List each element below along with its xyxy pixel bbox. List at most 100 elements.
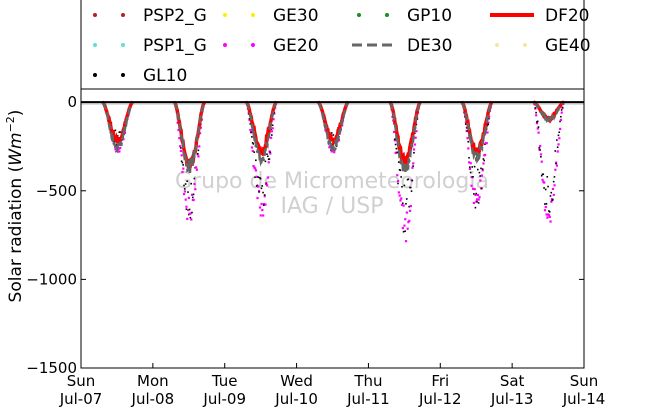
legend-swatch xyxy=(93,43,97,47)
point-ge20 xyxy=(468,161,471,164)
point-gl10 xyxy=(558,131,561,134)
x-tick-label-date: Jul-14 xyxy=(562,390,606,408)
point-gl10 xyxy=(553,176,556,178)
point-gl10 xyxy=(556,146,559,149)
point-ge20 xyxy=(480,174,484,177)
point-ge20 xyxy=(544,205,547,209)
point-gl10 xyxy=(253,151,256,153)
point-ge20 xyxy=(472,201,476,205)
point-ge20 xyxy=(257,185,260,188)
point-ge20 xyxy=(190,218,193,221)
point-ge20 xyxy=(482,162,485,165)
legend-label: PSP1_G xyxy=(143,36,207,56)
legend-item-df20: DF20 xyxy=(490,6,590,26)
point-gl10 xyxy=(465,127,468,129)
point-gl10 xyxy=(465,123,467,125)
point-ge20 xyxy=(412,162,415,165)
point-gl10 xyxy=(409,186,412,189)
legend-swatch xyxy=(523,43,527,47)
point-gl10 xyxy=(332,134,335,136)
legend-label: GE40 xyxy=(545,36,591,56)
point-ge20 xyxy=(536,127,539,130)
point-ge20 xyxy=(473,188,476,191)
point-ge20 xyxy=(400,197,403,200)
point-gl10 xyxy=(263,194,266,196)
point-ge20 xyxy=(468,167,472,171)
point-ge20 xyxy=(181,171,184,174)
point-gl10 xyxy=(401,202,404,205)
point-ge20 xyxy=(263,195,266,198)
point-ge20 xyxy=(252,164,255,168)
point-gl10 xyxy=(540,174,543,177)
point-ge20 xyxy=(194,166,198,169)
point-ge20 xyxy=(179,145,182,148)
point-gl10 xyxy=(548,210,550,212)
point-gl10 xyxy=(481,168,484,170)
x-tick-label-date: Jul-07 xyxy=(59,390,103,408)
point-ge20 xyxy=(254,169,258,172)
series-de30 xyxy=(245,101,278,167)
point-gl10 xyxy=(488,117,490,120)
point-gl10 xyxy=(538,146,541,149)
point-gl10 xyxy=(556,139,558,141)
series-de30 xyxy=(173,101,206,173)
point-ge20 xyxy=(487,121,490,124)
point-gl10 xyxy=(534,107,537,109)
point-ge20 xyxy=(539,144,542,148)
point-gl10 xyxy=(190,182,192,185)
point-ge20 xyxy=(400,203,404,206)
point-gl10 xyxy=(254,176,256,179)
point-gl10 xyxy=(554,150,557,152)
point-ge20 xyxy=(266,184,269,187)
point-gl10 xyxy=(545,203,548,205)
x-tick-label-day: Thu xyxy=(353,372,382,390)
point-ge20 xyxy=(333,151,336,154)
point-gl10 xyxy=(539,149,541,151)
point-gl10 xyxy=(257,176,260,178)
legend-item-gp10: GP10 xyxy=(357,6,452,26)
point-gl10 xyxy=(181,161,184,164)
point-gl10 xyxy=(402,230,405,233)
legend-swatch xyxy=(251,43,255,47)
legend-label: PSP2_G xyxy=(143,6,207,26)
day-jul-08 xyxy=(173,100,206,221)
point-ge20 xyxy=(539,153,543,156)
point-ge20 xyxy=(412,148,416,151)
point-ge20 xyxy=(198,145,201,148)
point-gl10 xyxy=(536,120,539,123)
plot-frame xyxy=(80,87,585,369)
point-ge20 xyxy=(265,182,268,185)
point-ge20 xyxy=(558,137,561,140)
point-ge20 xyxy=(557,143,560,146)
point-gl10 xyxy=(411,179,414,182)
series-df20 xyxy=(173,100,206,169)
point-gl10 xyxy=(472,176,474,178)
point-gl10 xyxy=(471,166,474,168)
point-ge20 xyxy=(190,193,194,196)
point-ge20 xyxy=(261,208,264,212)
point-gl10 xyxy=(476,200,478,203)
point-ge20 xyxy=(543,181,546,184)
point-gl10 xyxy=(184,183,187,185)
point-gl10 xyxy=(477,202,480,204)
point-gl10 xyxy=(256,184,259,187)
point-ge20 xyxy=(549,220,552,223)
point-gl10 xyxy=(116,135,119,137)
day-jul-09 xyxy=(245,100,278,217)
point-ge20 xyxy=(414,136,417,139)
point-ge20 xyxy=(268,150,271,153)
point-ge20 xyxy=(466,137,469,140)
x-tick-label-day: Sat xyxy=(500,372,525,390)
point-gl10 xyxy=(405,198,408,200)
point-ge20 xyxy=(550,200,553,203)
y-tick-label: −500 xyxy=(36,182,77,200)
point-ge20 xyxy=(554,168,557,171)
y-axis-label: Solar radiation (Wm−2) xyxy=(4,110,26,303)
point-ge20 xyxy=(402,204,405,207)
point-gl10 xyxy=(266,153,268,156)
point-gl10 xyxy=(396,151,398,154)
day-jul-11 xyxy=(388,100,422,243)
point-gl10 xyxy=(271,124,274,127)
point-gl10 xyxy=(466,130,469,132)
